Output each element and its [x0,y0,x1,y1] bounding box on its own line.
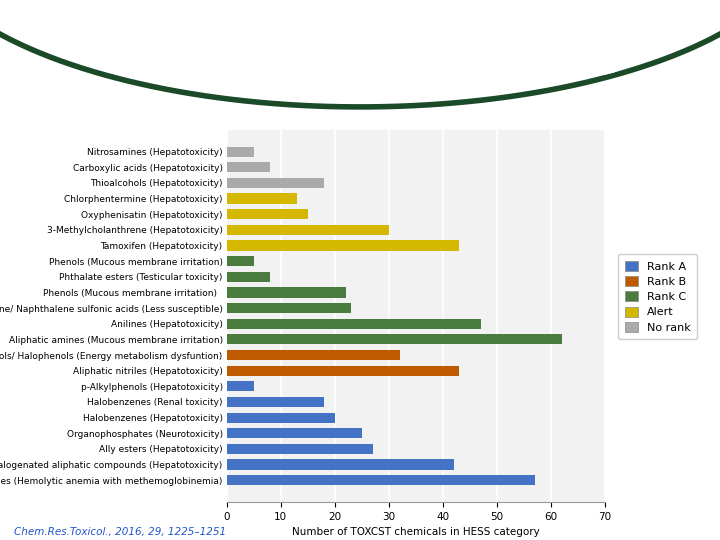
Bar [227,444,373,454]
Bar [227,460,454,470]
Bar [227,303,351,313]
Bar [227,428,362,438]
Bar [227,334,562,345]
Legend: Rank A, Rank B, Rank C, Alert, No rank: Rank A, Rank B, Rank C, Alert, No rank [618,254,697,339]
Bar [227,162,270,172]
Text: EPA: EPA [572,36,605,51]
X-axis label: Number of TOXCST chemicals in HESS category: Number of TOXCST chemicals in HESS categ… [292,528,540,537]
Text: toxicity alerts in ToxCast: toxicity alerts in ToxCast [14,81,265,99]
Bar [227,319,481,329]
Text: United States
Environmental Protection
Agency: United States Environmental Protection A… [643,18,720,36]
Text: Chem.Res.Toxicol., 2016, 29, 1225–1251: Chem.Res.Toxicol., 2016, 29, 1225–1251 [14,527,227,537]
Bar [227,146,254,157]
Bar [227,413,335,423]
Bar [227,193,297,204]
Bar [227,381,254,391]
Bar [227,397,324,407]
Bar [227,366,459,376]
Bar [227,256,254,266]
Bar [227,178,324,188]
Bar [227,240,459,251]
Bar [227,287,346,298]
Bar [227,209,308,219]
Bar [227,350,400,360]
Bar [227,272,270,282]
Text: Incidence of HESS repeat-dose: Incidence of HESS repeat-dose [14,33,325,51]
Bar [227,475,534,485]
Bar [227,225,389,235]
